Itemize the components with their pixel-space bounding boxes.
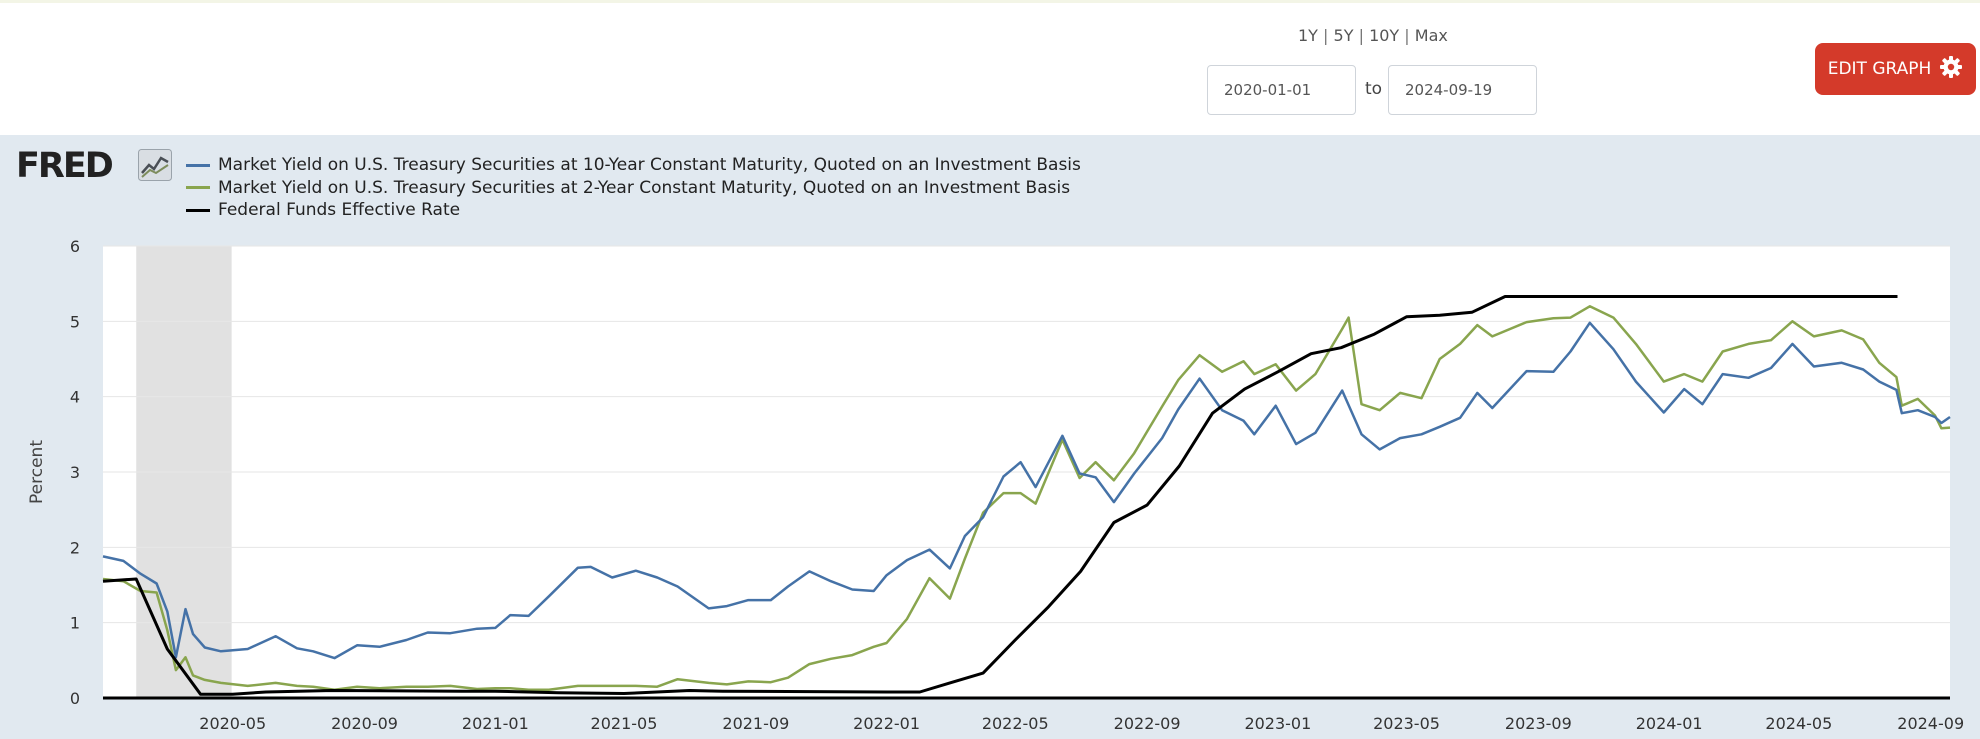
- legend-item-ten-year[interactable]: Market Yield on U.S. Treasury Securities…: [186, 154, 1081, 177]
- legend-swatch-fed-funds: [186, 208, 210, 212]
- legend-swatch-ten-year: [186, 163, 210, 167]
- fed-funds-line: [102, 295, 1898, 696]
- x-tick-label: 2021-01: [462, 714, 529, 733]
- y-tick-label: 5: [70, 312, 80, 331]
- range-separator: |: [1404, 26, 1415, 45]
- x-tick-label: 2023-05: [1373, 714, 1440, 733]
- x-tick-label: 2021-05: [591, 714, 658, 733]
- gear-icon: [1939, 55, 1963, 84]
- to-label: to: [1365, 79, 1383, 99]
- top-strip: [0, 0, 1980, 3]
- x-tick-label: 2020-09: [331, 714, 398, 733]
- legend-swatch-two-year: [186, 186, 210, 190]
- x-tick-label: 2020-05: [199, 714, 266, 733]
- y-tick-label: 0: [70, 689, 80, 708]
- y-tick-label: 1: [70, 614, 80, 633]
- end-date-input[interactable]: [1388, 65, 1537, 115]
- legend-label-two-year: Market Yield on U.S. Treasury Securities…: [218, 177, 1071, 198]
- range-10y-link[interactable]: 10Y: [1369, 26, 1400, 45]
- two-year-line: [102, 305, 1951, 691]
- range-links: 1Y | 5Y | 10Y | Max: [1298, 26, 1448, 45]
- y-tick-label: 6: [70, 237, 80, 256]
- line-chart-icon: [138, 149, 172, 185]
- x-tick-label: 2021-09: [722, 714, 789, 733]
- edit-graph-button[interactable]: EDIT GRAPH: [1815, 43, 1976, 95]
- x-tick-label: 2022-01: [853, 714, 920, 733]
- x-tick-label: 2022-05: [982, 714, 1049, 733]
- x-tick-label: 2023-09: [1505, 714, 1572, 733]
- x-tick-label: 2024-09: [1897, 714, 1964, 733]
- x-tick-label: 2024-05: [1765, 714, 1832, 733]
- range-max-link[interactable]: Max: [1414, 26, 1448, 45]
- ten-year-line: [102, 321, 1951, 660]
- x-tick-label: 2022-09: [1114, 714, 1181, 733]
- range-1y-link[interactable]: 1Y: [1298, 26, 1318, 45]
- legend-label-fed-funds: Federal Funds Effective Rate: [218, 200, 461, 221]
- x-tick-label: 2024-01: [1636, 714, 1703, 733]
- fred-logo: FRED: [16, 146, 114, 186]
- range-5y-link[interactable]: 5Y: [1333, 26, 1354, 45]
- x-tick-label: 2023-01: [1244, 714, 1311, 733]
- legend-item-fed-funds[interactable]: Federal Funds Effective Rate: [186, 199, 1081, 222]
- start-date-input[interactable]: [1207, 65, 1356, 115]
- legend-item-two-year[interactable]: Market Yield on U.S. Treasury Securities…: [186, 177, 1081, 200]
- y-tick-label: 4: [70, 388, 80, 407]
- y-tick-label: 3: [70, 463, 80, 482]
- fred-logo-text: FRED: [16, 146, 114, 186]
- edit-graph-label: EDIT GRAPH: [1827, 59, 1932, 79]
- y-tick-label: 2: [70, 538, 80, 557]
- legend-label-ten-year: Market Yield on U.S. Treasury Securities…: [218, 155, 1081, 176]
- range-separator: |: [1358, 26, 1370, 45]
- chart-legend: Market Yield on U.S. Treasury Securities…: [186, 154, 1081, 222]
- range-separator: |: [1323, 26, 1334, 45]
- y-axis-title: Percent: [27, 440, 47, 504]
